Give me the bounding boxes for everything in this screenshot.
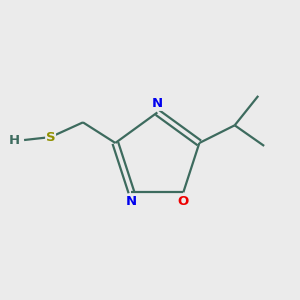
Text: O: O — [178, 195, 189, 208]
Text: S: S — [46, 130, 56, 144]
Text: H: H — [8, 134, 20, 146]
Text: N: N — [152, 97, 163, 110]
Text: N: N — [126, 195, 137, 208]
